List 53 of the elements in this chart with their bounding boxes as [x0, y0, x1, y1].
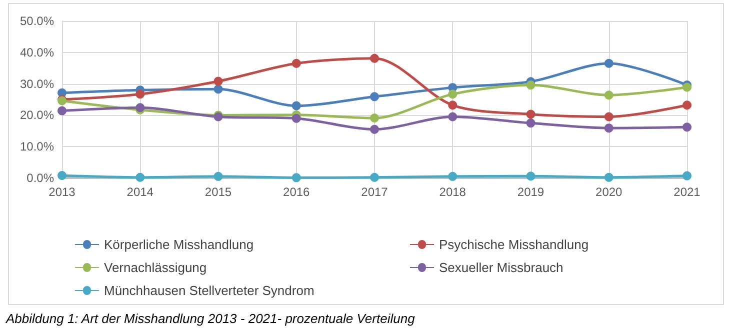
- point: [370, 114, 379, 123]
- y-tick-label: 30.0%: [20, 76, 54, 91]
- point: [526, 172, 536, 181]
- point: [58, 170, 66, 180]
- y-tick-label: 10.0%: [20, 140, 54, 154]
- legend-label: Psychische Misshandlung: [439, 237, 589, 252]
- point: [370, 172, 379, 182]
- point: [682, 100, 692, 110]
- point: [682, 171, 692, 180]
- point: [448, 100, 458, 110]
- point: [292, 58, 301, 68]
- point: [604, 112, 614, 122]
- point: [58, 106, 66, 116]
- x-tick-label: 2018: [439, 185, 466, 199]
- x-tick-label: 2016: [283, 185, 310, 199]
- point: [448, 172, 458, 181]
- point: [604, 124, 614, 133]
- x-tick-label: 2013: [48, 185, 76, 199]
- point: [604, 90, 614, 100]
- point: [214, 84, 223, 94]
- x-tick-label: 2015: [204, 185, 232, 199]
- y-tick-label: 0.0%: [26, 171, 54, 185]
- point: [214, 76, 223, 86]
- point: [136, 90, 145, 99]
- point: [526, 80, 536, 90]
- point: [292, 114, 301, 123]
- point: [526, 110, 536, 119]
- x-tick-label: 2021: [674, 185, 701, 199]
- point: [136, 172, 145, 182]
- point: [370, 124, 379, 134]
- point: [448, 90, 458, 99]
- x-tick-label: 2020: [596, 185, 623, 199]
- legend-label: Münchhausen Stellverteter Syndrom: [104, 283, 314, 298]
- legend-label: Vernachlässigung: [104, 260, 207, 275]
- point: [682, 122, 692, 132]
- point: [448, 112, 458, 122]
- x-tick-label: 2019: [517, 185, 544, 199]
- point: [214, 172, 223, 181]
- point: [526, 118, 536, 128]
- point: [292, 101, 301, 110]
- point: [292, 173, 301, 182]
- point: [604, 58, 614, 68]
- x-tick-label: 2014: [126, 185, 154, 199]
- point: [370, 54, 379, 63]
- point: [604, 172, 614, 182]
- y-tick-label: 20.0%: [20, 108, 54, 122]
- y-tick-label: 50.0%: [20, 14, 54, 28]
- x-tick-label: 2017: [361, 185, 388, 199]
- text: Abbildung 1: Art der Misshandlung 2013 - 2021- prozentuale Verteilung: [5, 311, 416, 326]
- legend-label: Körperliche Misshandlung: [104, 237, 254, 252]
- point: [370, 92, 379, 102]
- legend-label: Sexueller Missbrauch: [439, 260, 564, 275]
- y-tick-label: 40.0%: [20, 45, 54, 60]
